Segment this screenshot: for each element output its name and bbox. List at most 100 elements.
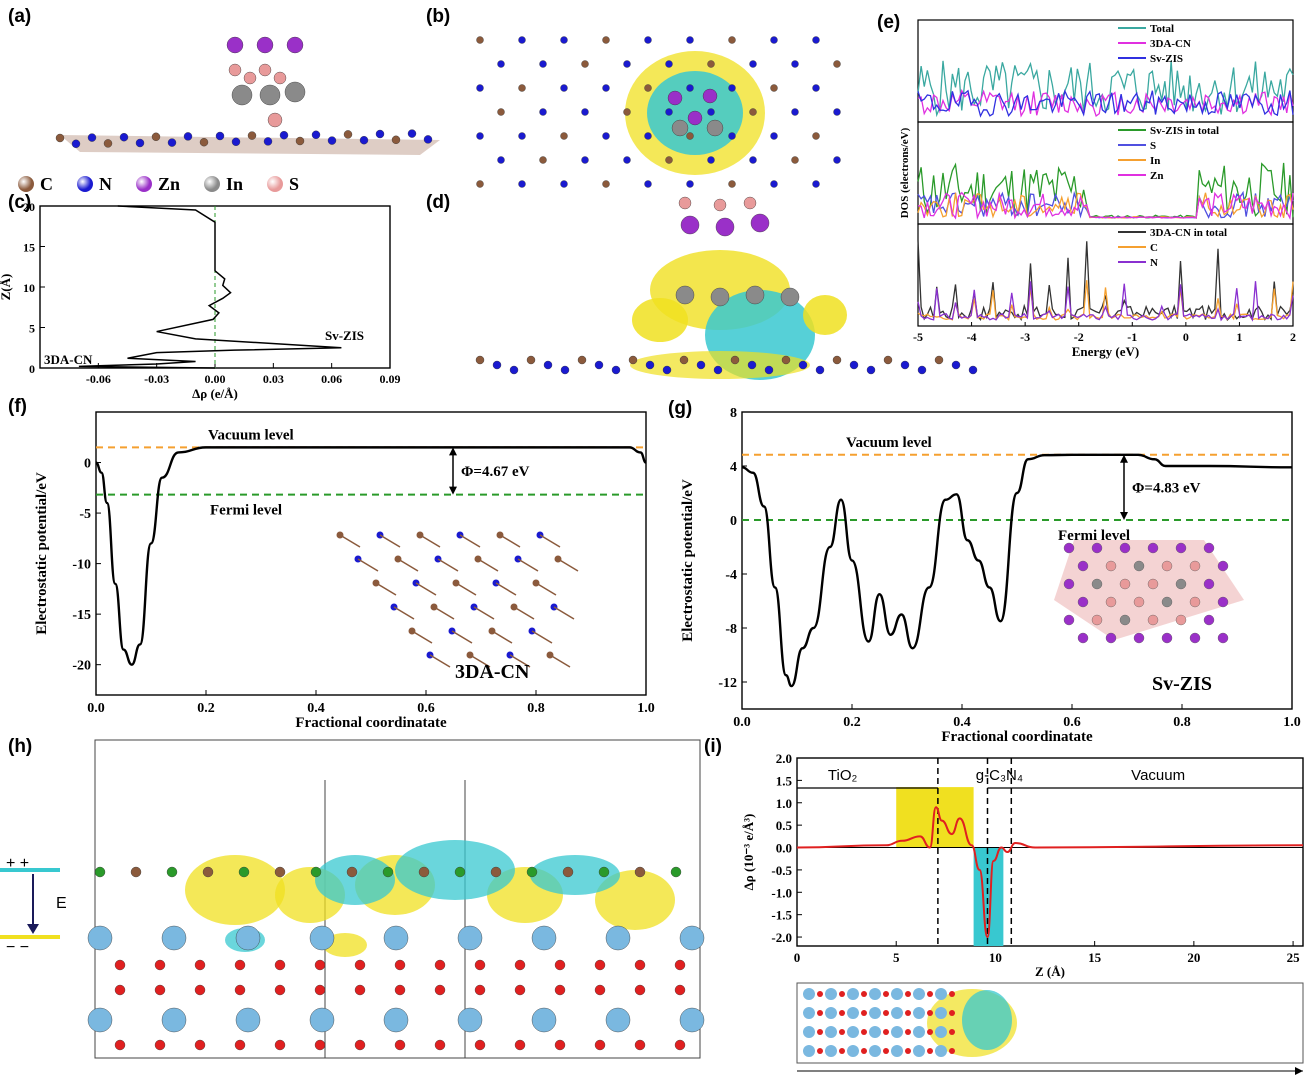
- atom: [151, 132, 161, 142]
- atom: [1133, 560, 1145, 572]
- atom: [674, 1039, 686, 1051]
- x-tick-label: -0.03: [144, 372, 169, 386]
- atom: [1105, 560, 1117, 572]
- atom: [665, 60, 673, 68]
- x-axis-label: Z (Å): [1035, 964, 1065, 979]
- atom: [539, 108, 547, 116]
- atom: [825, 1045, 837, 1057]
- legend-label: 3DA-CN in total: [1150, 227, 1227, 239]
- atom: [383, 1007, 409, 1033]
- atom: [917, 365, 927, 375]
- accumulation-region: [896, 787, 974, 848]
- atom: [314, 1039, 326, 1051]
- atom: [905, 1010, 911, 1016]
- atom-dot: [77, 176, 93, 192]
- atom: [234, 959, 246, 971]
- atom: [1175, 614, 1187, 626]
- isosurface: [962, 990, 1012, 1050]
- atom: [202, 866, 214, 878]
- atom: [103, 139, 113, 148]
- atom: [154, 1039, 166, 1051]
- atom: [194, 1039, 206, 1051]
- atom: [803, 1045, 815, 1057]
- bond: [459, 534, 481, 548]
- region-label: Vacuum: [1131, 767, 1185, 784]
- atom: [231, 84, 253, 106]
- atom: [231, 137, 241, 147]
- atom: [905, 991, 911, 997]
- atom: [833, 60, 841, 68]
- atom: [1189, 632, 1201, 644]
- x-tick-label: 0.09: [380, 372, 401, 386]
- atom: [803, 1026, 815, 1038]
- dos-series: [917, 191, 1294, 221]
- x-tick-label: 15: [1088, 950, 1102, 965]
- y-tick-label: 0: [730, 514, 737, 529]
- y-tick-label: 0.5: [776, 818, 793, 833]
- atom: [644, 84, 652, 92]
- atom: [434, 1039, 446, 1051]
- atom: [562, 866, 574, 878]
- bond: [375, 582, 397, 596]
- arrow-head: [1295, 1067, 1303, 1075]
- atom: [514, 1039, 526, 1051]
- atom: [274, 959, 286, 971]
- atom: [730, 355, 740, 365]
- bond: [437, 558, 459, 572]
- atom: [286, 36, 304, 54]
- atom: [883, 1048, 889, 1054]
- atom: [454, 866, 466, 878]
- atom: [891, 1026, 903, 1038]
- atom: [215, 131, 225, 141]
- atom: [713, 198, 727, 212]
- atom: [514, 984, 526, 996]
- atom: [497, 108, 505, 116]
- atom: [905, 1048, 911, 1054]
- atom: [861, 1048, 867, 1054]
- atom: [934, 355, 944, 365]
- atom: [770, 180, 778, 188]
- atom: [267, 112, 283, 128]
- atom: [457, 1007, 483, 1033]
- atom: [526, 355, 536, 365]
- structure-3da-cn: [336, 531, 579, 668]
- atom: [87, 133, 97, 142]
- bond: [517, 558, 539, 572]
- atom: [1077, 596, 1089, 608]
- atom: [274, 866, 286, 878]
- y-tick-label: 2.0: [776, 751, 792, 766]
- atom: [295, 136, 305, 146]
- atom: [1147, 614, 1159, 626]
- atom: [883, 1010, 889, 1016]
- atom: [509, 365, 519, 375]
- atom: [114, 984, 126, 996]
- dos-panel-frame: [917, 223, 1294, 327]
- atom: [71, 139, 81, 149]
- y-tick-label: 20: [23, 200, 35, 214]
- panel-label-a: (a): [8, 6, 32, 27]
- atom: [1161, 632, 1173, 644]
- atom: [581, 156, 589, 164]
- dos-series: [917, 60, 1294, 118]
- atom: [781, 355, 791, 365]
- isosurface: [185, 855, 285, 925]
- legend-label: Sv-ZIS: [1150, 53, 1183, 65]
- structure-label: 3DA-CN: [455, 661, 530, 683]
- atom: [707, 156, 715, 164]
- atom: [623, 156, 631, 164]
- dos-series: [917, 89, 1294, 118]
- atom: [314, 984, 326, 996]
- bond: [495, 582, 517, 596]
- atom: [935, 988, 947, 1000]
- x-tick-label: -1: [1127, 330, 1137, 344]
- atom: [1175, 578, 1187, 590]
- atom: [490, 866, 502, 878]
- x-tick-label: -0.06: [86, 372, 111, 386]
- atom: [135, 138, 145, 148]
- bond: [455, 582, 477, 596]
- atom: [476, 180, 484, 188]
- atom: [518, 84, 526, 92]
- isosurface: [595, 870, 675, 930]
- atom: [728, 36, 736, 44]
- atom: [434, 959, 446, 971]
